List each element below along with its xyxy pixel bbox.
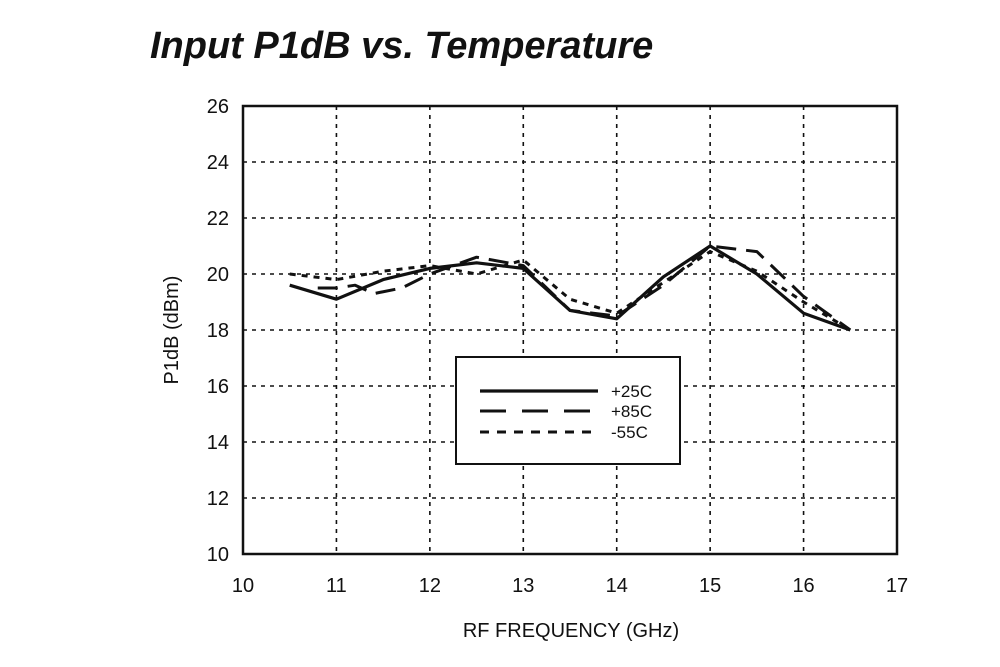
y-tick-label: 24 bbox=[207, 152, 229, 174]
y-tick-label: 10 bbox=[207, 544, 229, 566]
x-tick-label: 12 bbox=[419, 575, 441, 597]
x-tick-label: 10 bbox=[232, 575, 254, 597]
legend: +25C+85C -55C bbox=[455, 356, 681, 465]
legend-label: -55C bbox=[611, 423, 648, 442]
x-tick-label: 11 bbox=[326, 575, 347, 597]
y-tick-label: 18 bbox=[207, 320, 229, 342]
x-tick-label: 16 bbox=[792, 575, 814, 597]
y-tick-labels: 10 12 14 16 18 20 22 24 26 bbox=[207, 96, 229, 566]
y-axis-label: P1dB (dBm) bbox=[161, 276, 183, 385]
x-axis-label: RF FREQUENCY (GHz) bbox=[463, 620, 679, 642]
legend-label: +85C bbox=[611, 402, 652, 421]
series-line-25C bbox=[289, 244, 851, 332]
y-tick-label: 20 bbox=[207, 264, 229, 286]
x-tick-labels: 10 11 12 13 14 15 16 17 bbox=[232, 575, 908, 597]
y-tick-label: 16 bbox=[207, 376, 229, 398]
legend-entries: +25C+85C -55C bbox=[480, 382, 652, 442]
series-line-55C bbox=[289, 250, 852, 332]
x-tick-label: 15 bbox=[699, 575, 721, 597]
x-tick-label: 14 bbox=[606, 575, 628, 597]
y-tick-label: 26 bbox=[207, 96, 229, 118]
x-tick-label: 13 bbox=[512, 575, 534, 597]
y-tick-label: 14 bbox=[207, 432, 229, 454]
y-tick-label: 12 bbox=[207, 488, 229, 510]
grid-lines bbox=[243, 106, 897, 554]
series-layer bbox=[289, 244, 852, 332]
y-tick-label: 22 bbox=[207, 208, 229, 230]
chart-title: Input P1dB vs. Temperature bbox=[150, 25, 653, 67]
legend-label: +25C bbox=[611, 382, 652, 401]
plot-frame bbox=[241, 104, 899, 556]
x-tick-label: 17 bbox=[886, 575, 908, 597]
series-line-85C bbox=[317, 244, 852, 332]
